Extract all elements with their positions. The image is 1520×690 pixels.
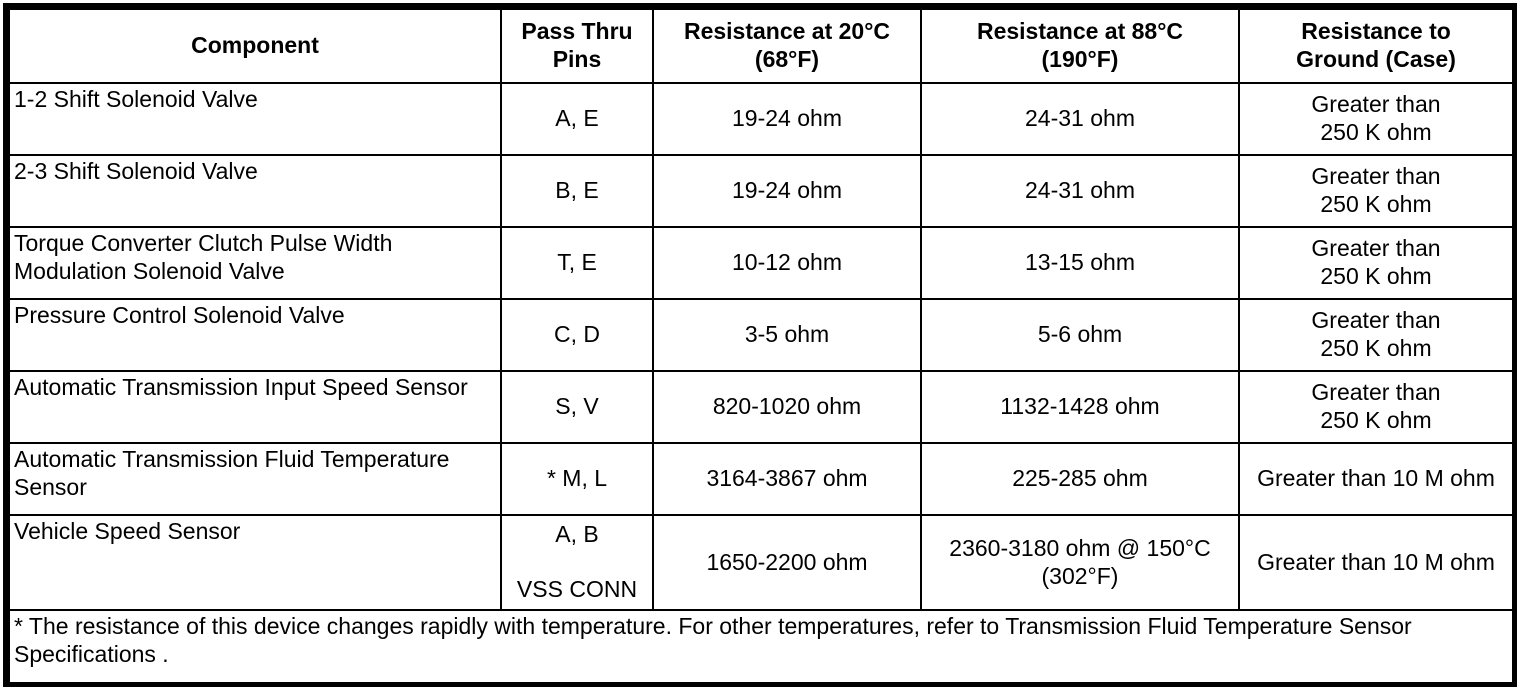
resistance-20c-cell: 3164-3867 ohm [652, 442, 922, 516]
resistance-spec-table: Component Pass Thru Pins Resistance at 2… [8, 8, 1514, 687]
table-body: 1-2 Shift Solenoid Valve A, E 19-24 ohm … [8, 82, 1514, 687]
pins-cell: T, E [500, 226, 654, 300]
column-header-component: Component [8, 8, 502, 84]
component-cell: Pressure Control Solenoid Valve [8, 298, 502, 372]
pins-cell: C, D [500, 298, 654, 372]
resistance-ground-cell: Greater than 10 M ohm [1238, 442, 1514, 516]
resistance-20c-cell: 820-1020 ohm [652, 370, 922, 444]
pins-cell: A, B VSS CONN [500, 514, 654, 611]
header-row: Component Pass Thru Pins Resistance at 2… [8, 8, 1514, 84]
table-outer-frame: Component Pass Thru Pins Resistance at 2… [3, 3, 1517, 687]
footnote-row: * The resistance of this device changes … [8, 609, 1514, 687]
component-cell: Automatic Transmission Fluid Temperature… [8, 442, 502, 516]
pins-cell: A, E [500, 82, 654, 156]
column-header-resistance-88c: Resistance at 88°C (190°F) [920, 8, 1240, 84]
component-cell: 2-3 Shift Solenoid Valve [8, 154, 502, 228]
pins-cell: S, V [500, 370, 654, 444]
resistance-ground-cell: Greater than 250 K ohm [1238, 298, 1514, 372]
resistance-ground-cell: Greater than 10 M ohm [1238, 514, 1514, 611]
table-row-tcc-pwm-solenoid: Torque Converter Clutch Pulse Width Modu… [8, 226, 1514, 300]
pins-cell: * M, L [500, 442, 654, 516]
table-header: Component Pass Thru Pins Resistance at 2… [8, 8, 1514, 84]
resistance-88c-cell: 24-31 ohm [920, 154, 1240, 228]
table-row-vehicle-speed-sensor: Vehicle Speed Sensor A, B VSS CONN 1650-… [8, 514, 1514, 611]
resistance-20c-cell: 19-24 ohm [652, 154, 922, 228]
resistance-ground-cell: Greater than 250 K ohm [1238, 154, 1514, 228]
resistance-20c-cell: 3-5 ohm [652, 298, 922, 372]
resistance-ground-cell: Greater than 250 K ohm [1238, 370, 1514, 444]
resistance-ground-cell: Greater than 250 K ohm [1238, 82, 1514, 156]
resistance-88c-cell: 2360-3180 ohm @ 150°C (302°F) [920, 514, 1240, 611]
table-row-2-3-shift-solenoid: 2-3 Shift Solenoid Valve B, E 19-24 ohm … [8, 154, 1514, 228]
column-header-pass-thru-pins: Pass Thru Pins [500, 8, 654, 84]
column-header-resistance-to-ground: Resistance to Ground (Case) [1238, 8, 1514, 84]
resistance-88c-cell: 13-15 ohm [920, 226, 1240, 300]
footnote-text: * The resistance of this device changes … [8, 609, 1514, 687]
component-cell: 1-2 Shift Solenoid Valve [8, 82, 502, 156]
table-row-pressure-control-solenoid: Pressure Control Solenoid Valve C, D 3-5… [8, 298, 1514, 372]
resistance-20c-cell: 19-24 ohm [652, 82, 922, 156]
resistance-20c-cell: 10-12 ohm [652, 226, 922, 300]
resistance-88c-cell: 1132-1428 ohm [920, 370, 1240, 444]
table-row-input-speed-sensor: Automatic Transmission Input Speed Senso… [8, 370, 1514, 444]
resistance-ground-cell: Greater than 250 K ohm [1238, 226, 1514, 300]
table-row-1-2-shift-solenoid: 1-2 Shift Solenoid Valve A, E 19-24 ohm … [8, 82, 1514, 156]
resistance-88c-cell: 24-31 ohm [920, 82, 1240, 156]
table-row-fluid-temp-sensor: Automatic Transmission Fluid Temperature… [8, 442, 1514, 516]
component-cell: Vehicle Speed Sensor [8, 514, 502, 611]
component-cell: Automatic Transmission Input Speed Senso… [8, 370, 502, 444]
pins-cell: B, E [500, 154, 654, 228]
resistance-88c-cell: 5-6 ohm [920, 298, 1240, 372]
component-cell: Torque Converter Clutch Pulse Width Modu… [8, 226, 502, 300]
resistance-88c-cell: 225-285 ohm [920, 442, 1240, 516]
column-header-resistance-20c: Resistance at 20°C (68°F) [652, 8, 922, 84]
resistance-20c-cell: 1650-2200 ohm [652, 514, 922, 611]
